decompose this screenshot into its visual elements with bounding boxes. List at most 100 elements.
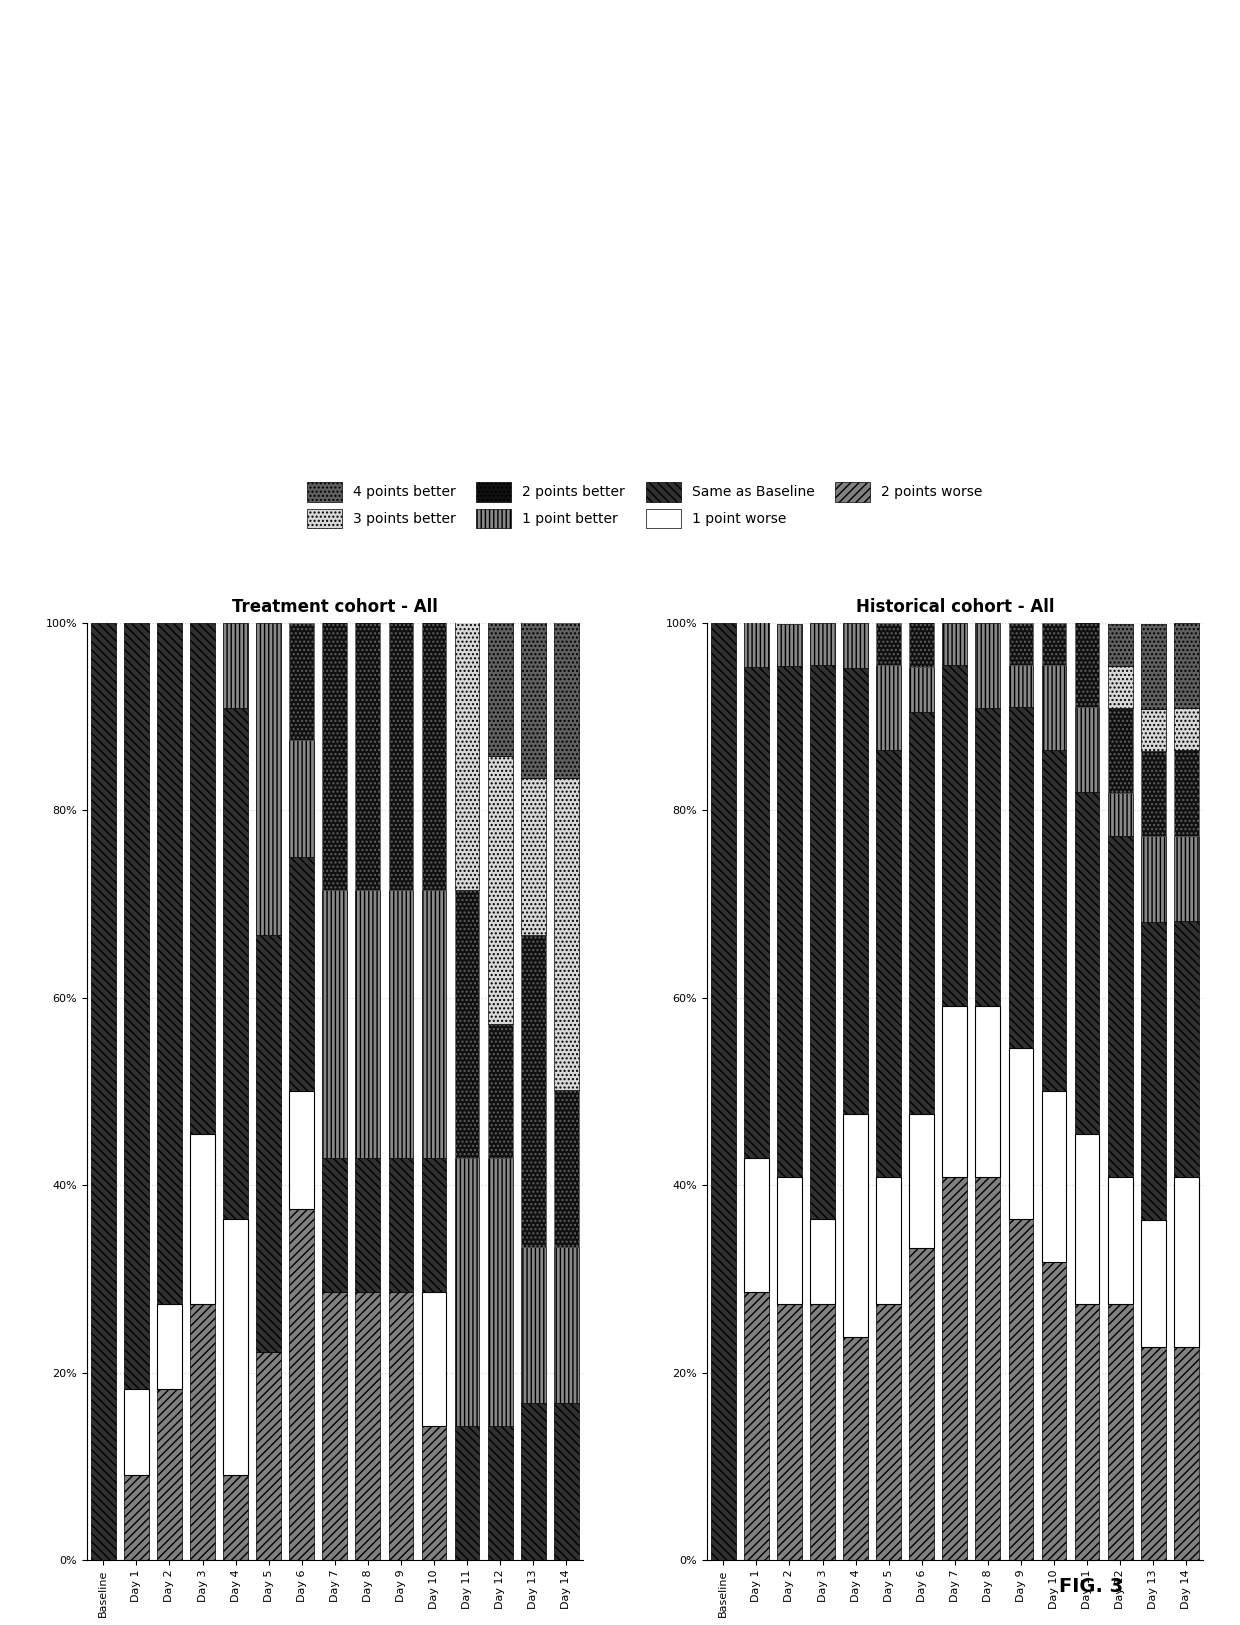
Bar xyxy=(877,665,901,751)
Bar xyxy=(1042,1092,1066,1263)
Bar xyxy=(554,778,579,1090)
Bar xyxy=(1141,837,1166,921)
Bar xyxy=(976,622,1001,708)
Bar xyxy=(223,708,248,1219)
Bar xyxy=(1042,665,1066,751)
Bar xyxy=(455,891,480,1159)
Bar xyxy=(744,1159,769,1292)
Bar xyxy=(1075,1134,1100,1305)
Bar xyxy=(289,1092,314,1209)
Bar xyxy=(124,622,149,1389)
Bar xyxy=(388,891,413,1159)
Bar xyxy=(909,1248,934,1560)
Bar xyxy=(455,622,480,890)
Bar xyxy=(554,1090,579,1246)
Bar xyxy=(1141,708,1166,751)
Bar xyxy=(190,1305,215,1560)
Bar xyxy=(1141,751,1166,837)
Bar xyxy=(744,1292,769,1560)
Bar xyxy=(223,622,248,708)
Bar xyxy=(91,622,115,1560)
Bar xyxy=(877,622,901,665)
Bar xyxy=(322,891,347,1159)
Bar xyxy=(1075,1305,1100,1560)
Bar xyxy=(388,1159,413,1292)
Bar xyxy=(223,1476,248,1560)
Legend: 4 points better, 3 points better, 2 points better, 1 point better, Same as Basel: 4 points better, 3 points better, 2 poin… xyxy=(301,476,988,535)
Bar xyxy=(521,778,546,934)
Bar xyxy=(1174,835,1199,921)
Bar xyxy=(289,856,314,1092)
Title: Treatment cohort - All: Treatment cohort - All xyxy=(232,598,438,616)
Bar xyxy=(356,622,381,890)
Bar xyxy=(1141,624,1166,708)
Bar xyxy=(1107,1176,1132,1305)
Bar xyxy=(356,1292,381,1560)
Bar xyxy=(1008,1219,1033,1560)
Bar xyxy=(157,622,182,1305)
Bar xyxy=(877,1305,901,1560)
Bar xyxy=(455,1159,480,1427)
Bar xyxy=(257,622,281,934)
Bar xyxy=(777,1176,802,1305)
Bar xyxy=(777,624,802,666)
Bar xyxy=(554,622,579,778)
Bar xyxy=(843,1113,868,1337)
Bar xyxy=(909,712,934,1113)
Bar xyxy=(1174,751,1199,835)
Bar xyxy=(777,1305,802,1560)
Bar xyxy=(976,708,1001,1006)
Bar xyxy=(422,1292,446,1427)
Bar xyxy=(487,1024,512,1159)
Bar xyxy=(711,622,735,1560)
Bar xyxy=(157,1305,182,1389)
Bar xyxy=(554,1246,579,1404)
Bar xyxy=(1107,624,1132,666)
Bar xyxy=(1008,1048,1033,1219)
Bar xyxy=(942,1006,967,1176)
Bar xyxy=(843,622,868,668)
Bar xyxy=(744,622,769,666)
Bar xyxy=(1075,707,1100,793)
Bar xyxy=(877,751,901,1176)
Bar xyxy=(1107,1305,1132,1560)
Bar xyxy=(289,622,314,739)
Bar xyxy=(124,1476,149,1560)
Bar xyxy=(744,666,769,1159)
Bar xyxy=(1141,921,1166,1220)
Bar xyxy=(124,1389,149,1476)
Bar xyxy=(877,1176,901,1305)
Bar xyxy=(1042,1263,1066,1560)
Bar xyxy=(388,622,413,890)
Bar xyxy=(810,622,835,665)
Bar xyxy=(1107,666,1132,708)
Bar xyxy=(257,1352,281,1560)
Bar xyxy=(223,1219,248,1476)
Bar xyxy=(322,1159,347,1292)
Bar xyxy=(322,1292,347,1560)
Bar xyxy=(909,1113,934,1248)
Bar xyxy=(487,1427,512,1560)
Bar xyxy=(810,665,835,1219)
Bar xyxy=(157,1389,182,1560)
Bar xyxy=(190,1134,215,1305)
Bar xyxy=(1141,1347,1166,1560)
Bar xyxy=(1174,921,1199,1176)
Bar xyxy=(289,1209,314,1560)
Bar xyxy=(257,934,281,1352)
Bar xyxy=(322,622,347,890)
Bar xyxy=(1174,708,1199,751)
Bar xyxy=(1075,793,1100,1134)
Bar xyxy=(1042,622,1066,665)
Bar xyxy=(356,891,381,1159)
Bar xyxy=(487,756,512,1024)
Bar xyxy=(455,1427,480,1560)
Bar xyxy=(422,891,446,1159)
Bar xyxy=(356,1159,381,1292)
Bar xyxy=(1174,1347,1199,1560)
Bar xyxy=(909,666,934,712)
Bar xyxy=(521,1404,546,1560)
Bar xyxy=(777,666,802,1176)
Bar xyxy=(942,622,967,665)
Bar xyxy=(1008,707,1033,1048)
